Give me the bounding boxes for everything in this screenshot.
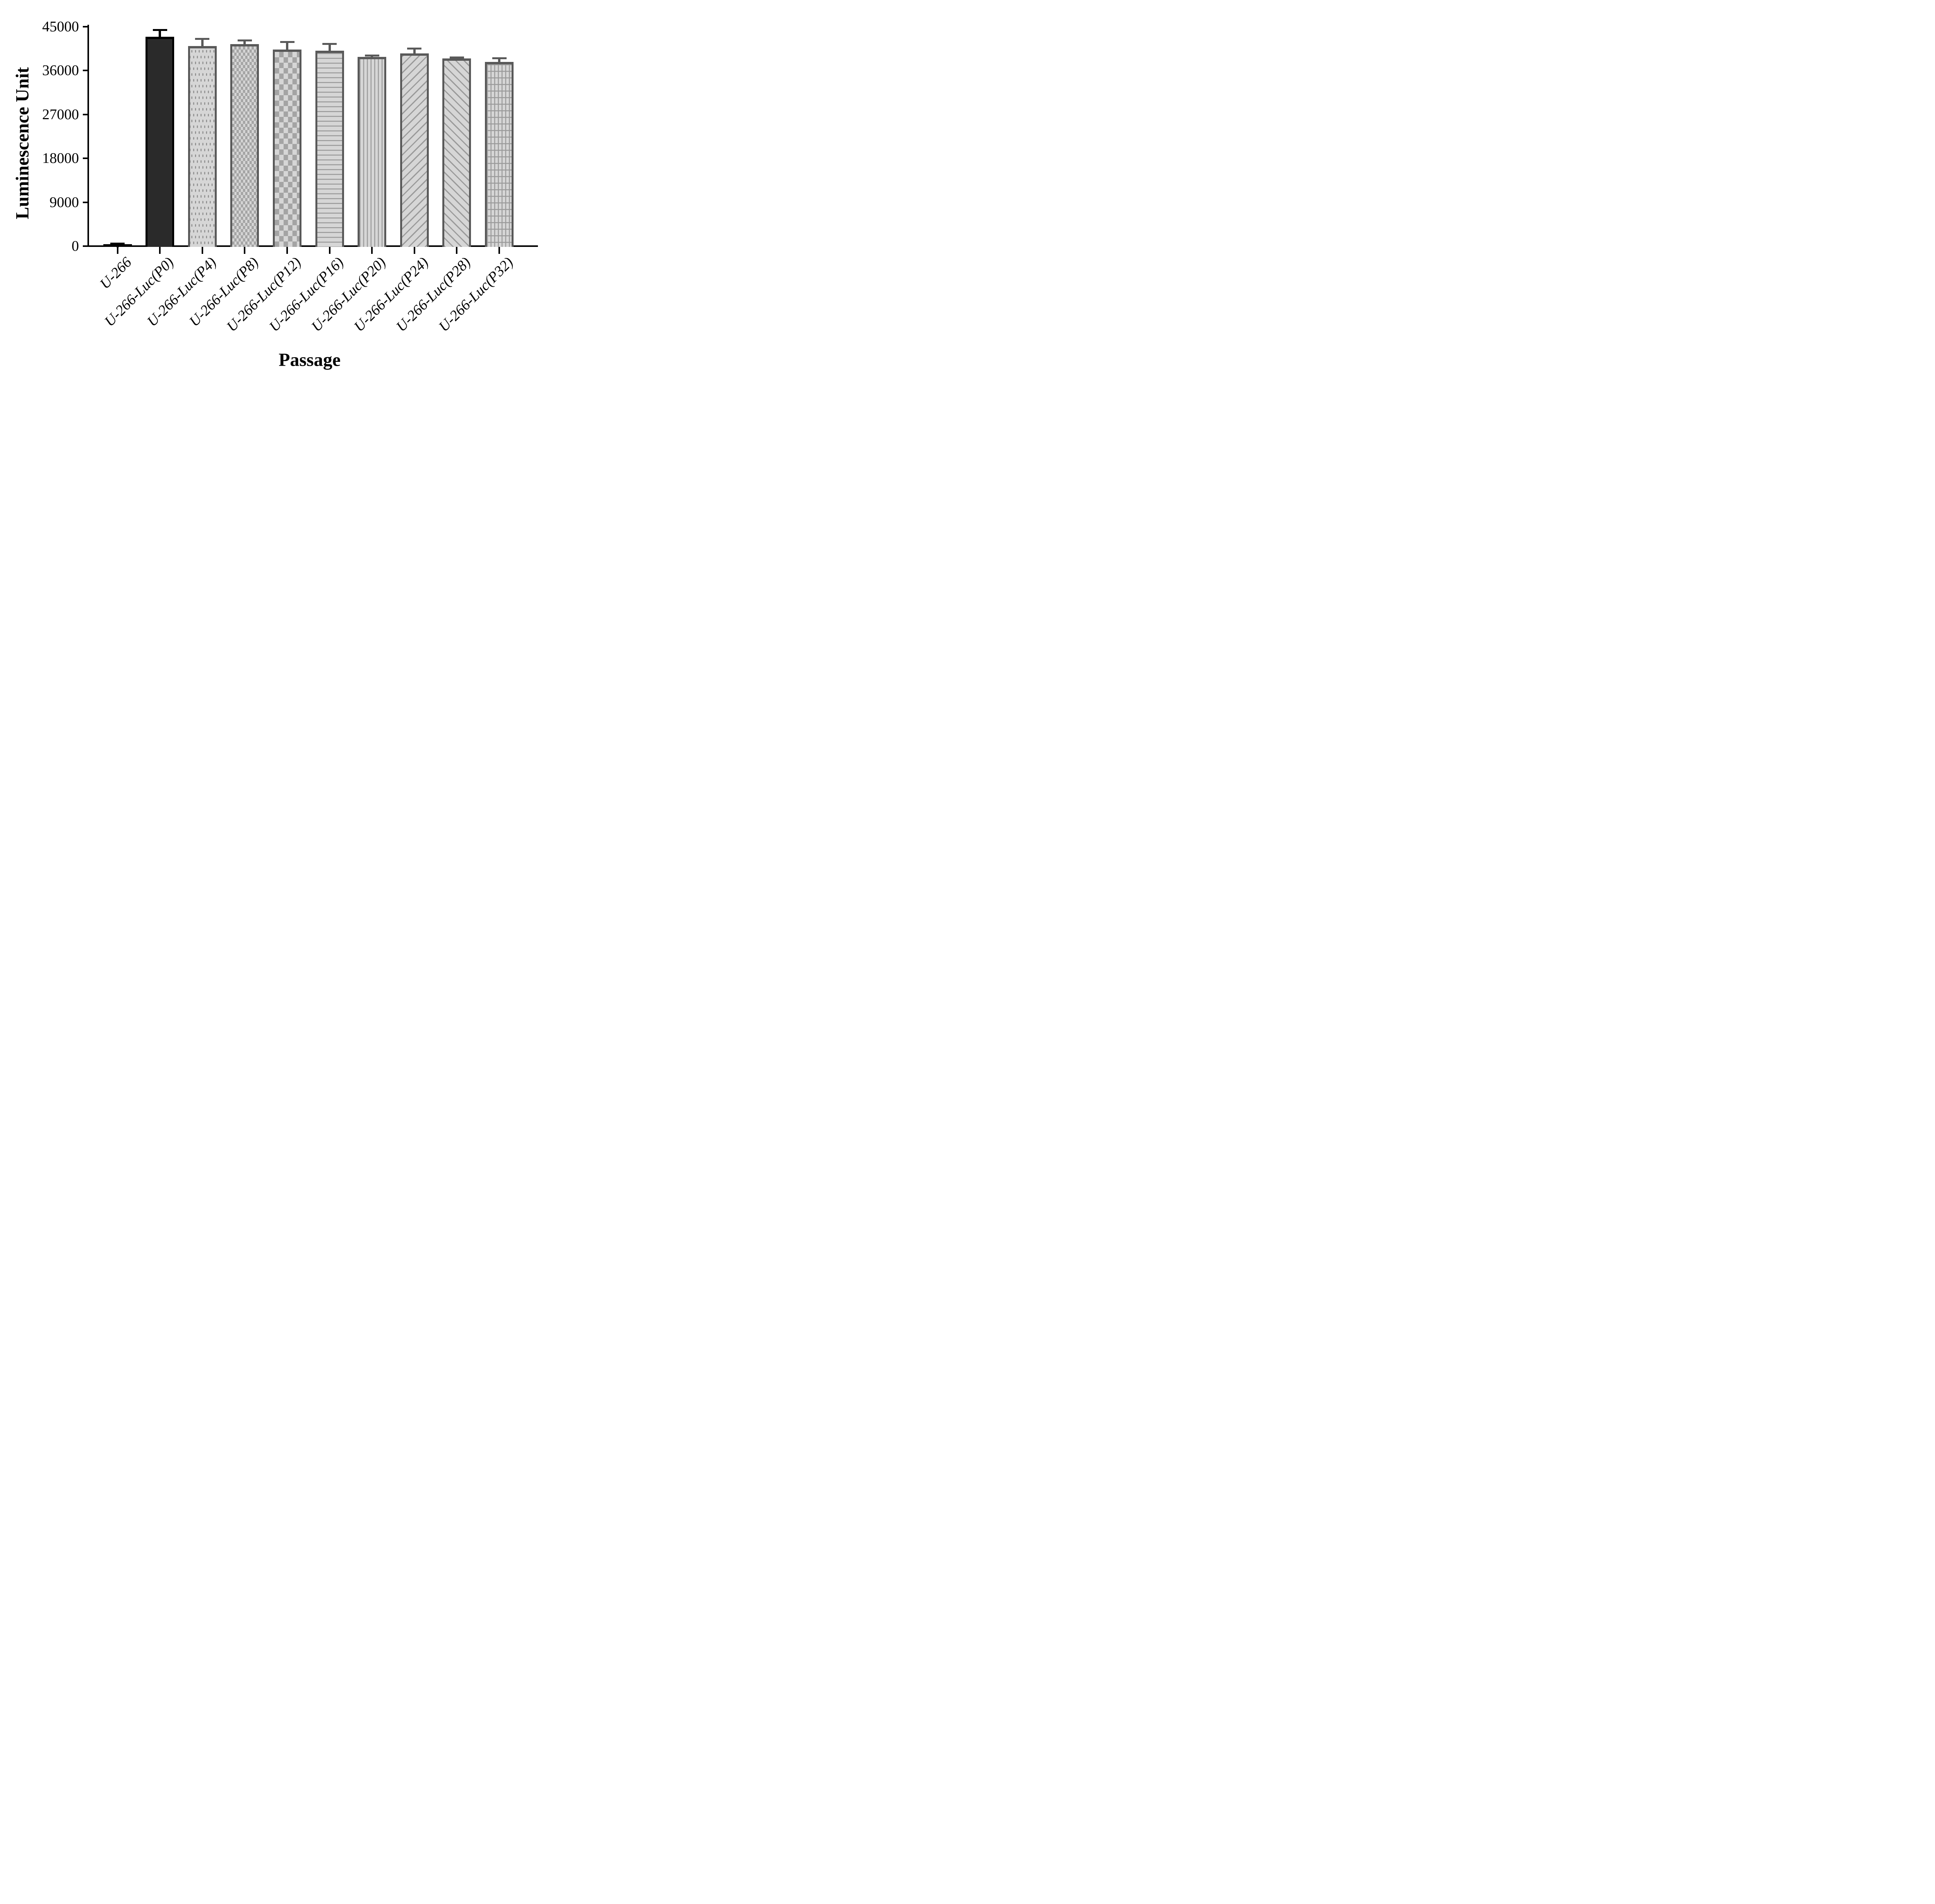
bar-chart-figure: Luminescence Unit Passage 0 9000 18000 2700… [0,0,550,381]
x-category-label: U-266-Luc(P28) [393,254,474,335]
x-axis-tick [159,247,161,254]
x-category-label: U-266-Luc(P12) [223,254,305,335]
x-axis-tick [329,247,330,254]
y-tick-label: 9000 [50,194,79,211]
bar [315,50,344,247]
x-axis-line [87,245,538,247]
y-axis-tick [83,201,88,203]
error-bar-cap [152,29,167,31]
x-axis-tick [116,247,118,254]
y-axis-line [87,25,89,247]
y-axis-tick [83,158,88,159]
x-axis-tick [201,247,203,254]
bar [442,58,471,247]
x-category-label: U-266-Luc(P16) [266,254,347,335]
x-category-label: U-266-Luc(P32) [435,254,517,335]
bar [273,50,301,247]
x-category-label: U-266-Luc(P20) [308,254,389,335]
y-tick-label: 0 [72,238,79,254]
y-axis-tick [83,26,88,27]
y-tick-label: 36000 [42,62,79,79]
y-tick-label: 27000 [42,106,79,123]
x-axis-tick [456,247,458,254]
bar [400,53,429,247]
y-axis-tick [83,245,88,247]
y-axis-tick [83,113,88,115]
y-axis-tick [83,70,88,72]
x-axis-tick [371,247,373,254]
error-bar-stem [286,42,288,53]
bar [230,44,259,247]
error-bar-stem [328,44,331,54]
error-bar-stem [243,40,246,48]
x-axis-tick [286,247,288,254]
bar [188,46,217,247]
x-axis-tick [498,247,500,254]
x-category-label: U-266-Luc(P24) [351,254,432,335]
x-axis-tick [244,247,246,254]
error-bar-cap [195,38,210,40]
bar [146,37,175,247]
error-bar-cap [492,57,507,60]
bar [485,62,514,247]
error-bar-cap [322,43,337,45]
error-bar-stem [159,30,161,40]
error-bar-stem [201,39,204,50]
error-bar-cap [110,242,125,245]
x-axis-tick [413,247,415,254]
error-bar-cap [365,54,379,57]
error-bar-cap [407,48,422,50]
y-tick-label: 45000 [42,19,79,35]
error-bar-cap [280,41,295,43]
y-tick-label: 18000 [42,150,79,167]
error-bar-stem [413,48,416,57]
error-bar-cap [237,39,252,41]
error-bar-cap [449,56,464,58]
x-axis-title: Passage [279,349,341,370]
bar [358,57,387,247]
x-category-label: U-266 [96,254,135,292]
bar [103,244,132,247]
error-bar-stem [498,58,500,65]
